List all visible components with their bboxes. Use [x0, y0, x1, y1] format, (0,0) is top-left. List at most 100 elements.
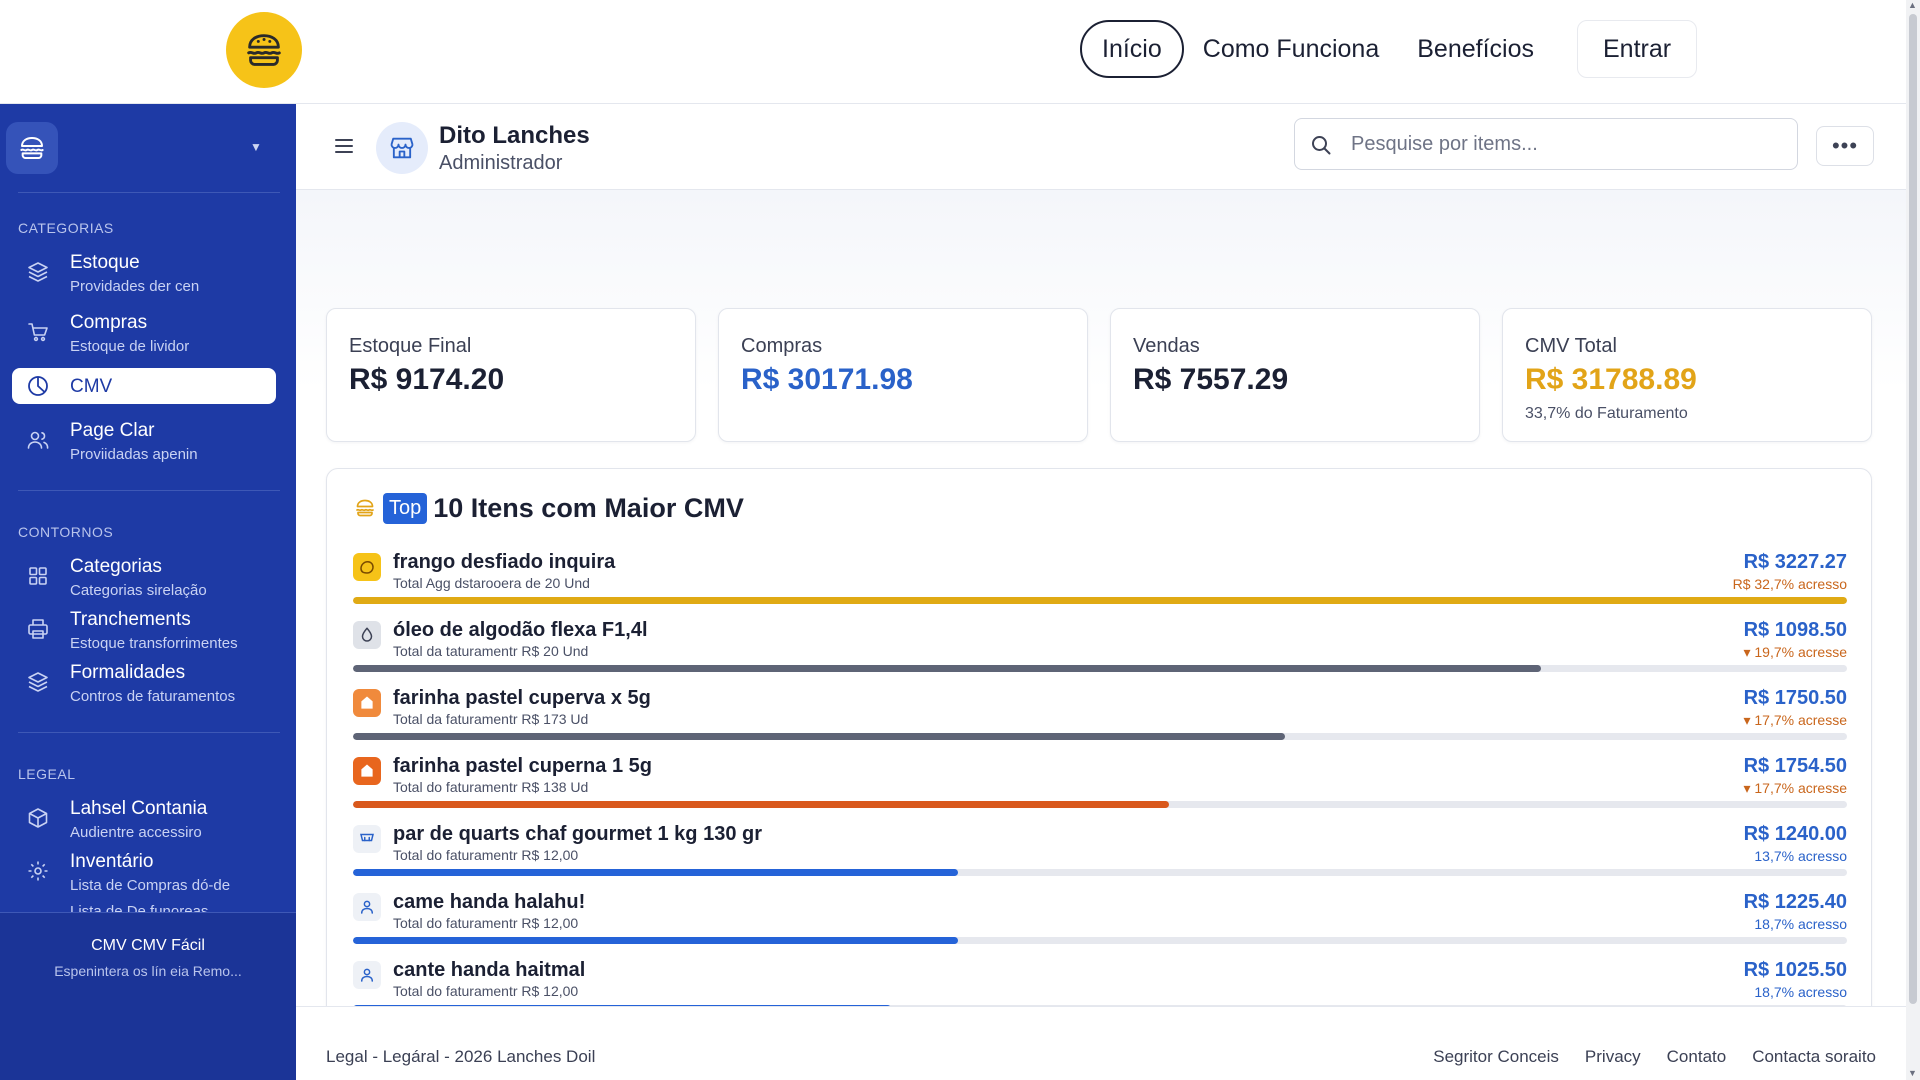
sidebar-item-compras[interactable]: Compras Estoque de lividor	[12, 306, 276, 362]
sidebar-item-sub: Categorias sirelação	[70, 582, 207, 599]
burger-logo-icon[interactable]	[226, 12, 302, 88]
nav-beneficios[interactable]: Benefícios	[1417, 34, 1534, 63]
kpi-label: Vendas	[1133, 335, 1200, 357]
item-progress-fill	[353, 1005, 891, 1006]
burger-icon	[356, 499, 374, 517]
item-name: frango desfiado inquira	[393, 551, 616, 573]
sidebar-item-label: Estoque	[70, 252, 140, 273]
kpi-value: R$ 7557.29	[1133, 363, 1289, 396]
item-percent-text: 17,7% acresse	[1754, 780, 1847, 796]
sidebar-item-lahsel-contania[interactable]: Lahsel Contania Audientre accessiro	[12, 792, 276, 848]
sidebar-item-label: Lahsel Contania	[70, 798, 208, 819]
footer-copyright: Legal - Legáral - 2026 Lanches Doil	[326, 1047, 596, 1066]
item-percent-text: R$ 32,7% acresso	[1732, 576, 1847, 592]
page-scrollbar[interactable]: ▲ ▼	[1906, 0, 1920, 1080]
kpi-subtext: 33,7% do Faturamento	[1525, 405, 1688, 422]
gear-icon	[26, 859, 50, 883]
scroll-up-icon[interactable]: ▲	[1908, 0, 1917, 10]
top-item-row[interactable]: farinha pastel cuperna 1 5g Total do fatu…	[353, 753, 1847, 821]
item-progress-bar	[353, 733, 1847, 740]
stack-icon	[26, 670, 50, 694]
user-icon	[353, 893, 381, 921]
item-name: farinha pastel cuperna 1 5g	[393, 755, 652, 777]
top-item-row[interactable]: cante handa haitmal Total do faturamentr …	[353, 957, 1847, 1006]
item-progress-fill	[353, 733, 1286, 740]
oil-drop-icon	[353, 621, 381, 649]
top-item-row[interactable]: came handa halahu! Total do faturamentr R…	[353, 889, 1847, 957]
footer-link-privacy[interactable]: Privacy	[1584, 1047, 1641, 1066]
more-options-icon[interactable]: •••	[1816, 126, 1874, 166]
item-subtext: Total do faturamentr R$ 138 Ud	[393, 779, 589, 795]
nav-inicio[interactable]: Início	[1080, 20, 1184, 78]
item-cmv-value: R$ 1750.50	[1743, 687, 1847, 709]
sidebar-item-page-clar[interactable]: Page Clar Proviidadas apenin	[12, 414, 276, 470]
store-role: Administrador	[439, 152, 563, 174]
item-cmv-value: R$ 1098.50	[1743, 619, 1847, 641]
kpi-value: R$ 30171.98	[741, 363, 913, 396]
footer-link-contacta-soraito[interactable]: Contacta soraito	[1752, 1047, 1876, 1066]
scrollbar-thumb[interactable]	[1909, 14, 1917, 1004]
kpi-card-compras: Compras R$ 30171.98	[718, 308, 1088, 442]
sidebar-item-formalidades[interactable]: Formalidades Contros de faturamentos	[12, 656, 276, 712]
scroll-down-icon[interactable]: ▼	[1908, 1068, 1917, 1078]
kpi-label: Estoque Final	[349, 335, 472, 357]
sidebar-item-inventario[interactable]: Inventário Lista de Compras dó-de Lista …	[12, 845, 276, 920]
item-progress-bar	[353, 597, 1847, 604]
top-item-row[interactable]: frango desfiado inquira Total Agg dstaroo…	[353, 549, 1847, 617]
item-subtext: Total do faturamentr R$ 12,00	[393, 915, 579, 931]
top-item-row[interactable]: par de quarts chaf gourmet 1 kg 130 gr To…	[353, 821, 1847, 889]
sidebar-header[interactable]: ▼	[0, 104, 296, 192]
footer-link-segritor-conceis[interactable]: Segritor Conceis	[1433, 1047, 1559, 1066]
item-cmv-value: R$ 1225.40	[1743, 891, 1847, 913]
item-name: par de quarts chaf gourmet 1 kg 130 gr	[393, 823, 762, 845]
item-progress-fill	[353, 937, 959, 944]
item-progress-bar	[353, 1005, 1847, 1006]
login-button[interactable]: Entrar	[1577, 20, 1698, 78]
arrow-down-icon: ▾	[1743, 644, 1755, 660]
chevron-down-icon[interactable]: ▼	[250, 140, 262, 154]
kpi-value: R$ 31788.89	[1525, 363, 1697, 396]
sidebar: ▼ CATEGORIAS Estoque Providades der cen …	[0, 104, 296, 1080]
main-header: Dito Lanches Administrador •••	[296, 104, 1906, 190]
sidebar-item-tranchements[interactable]: Tranchements Estoque transforrimentes	[12, 603, 276, 659]
search-box[interactable]	[1294, 118, 1798, 170]
search-input[interactable]	[1351, 119, 1781, 169]
item-percent-text: 18,7% acresso	[1754, 916, 1847, 932]
top-navbar: Início Como Funciona Benefícios Entrar	[0, 0, 1906, 104]
item-percent: 18,7% acresso	[1754, 984, 1847, 1000]
sidebar-item-sub: Providades der cen	[70, 278, 200, 295]
store-name: Dito Lanches	[439, 122, 590, 149]
sidebar-item-estoque[interactable]: Estoque Providades der cen	[12, 246, 276, 302]
sidebar-footer-sub: Espenintera os lín eia Remo...	[54, 963, 242, 979]
burger-icon	[6, 122, 58, 174]
sidebar-item-cmv[interactable]: CMV	[12, 368, 276, 404]
top-item-row[interactable]: óleo de algodão flexa F1,4l Total da tatu…	[353, 617, 1847, 685]
item-subtext: Total da taturamentr R$ 20 Und	[393, 643, 589, 659]
sidebar-item-label: Compras	[70, 312, 148, 333]
sidebar-item-sub: Proviidadas apenin	[70, 446, 198, 463]
sidebar-item-sub: Audientre accessiro	[70, 824, 202, 841]
sidebar-item-label: Tranchements	[70, 609, 191, 630]
item-percent: R$ 32,7% acresso	[1733, 576, 1847, 592]
sidebar-item-label: Categorias	[70, 556, 162, 577]
item-percent: ▾ 17,7% acresse	[1743, 712, 1847, 729]
nav-como-funciona[interactable]: Como Funciona	[1202, 34, 1380, 63]
top-item-row[interactable]: farinha pastel cuperva x 5g Total da fatu…	[353, 685, 1847, 753]
top-badge: Top	[383, 492, 428, 524]
arrow-down-icon: ▾	[1743, 712, 1755, 728]
item-name: came handa halahu!	[393, 891, 586, 913]
basket-icon	[353, 825, 381, 853]
sidebar-item-categorias[interactable]: Categorias Categorias sirelação	[12, 550, 276, 606]
top-items-panel: Top 10 Itens com Maior CMV frango desfia…	[326, 468, 1872, 1006]
section-legeal: LEGEAL	[18, 766, 76, 782]
user-icon	[353, 961, 381, 989]
footer-link-contato[interactable]: Contato	[1666, 1047, 1727, 1066]
item-percent: 18,7% acresso	[1754, 916, 1847, 932]
kpi-card-vendas: Vendas R$ 7557.29	[1110, 308, 1480, 442]
sidebar-item-sub: Lista de Compras dó-de	[70, 877, 231, 894]
item-cmv-value: R$ 3227.27	[1743, 551, 1847, 573]
sidebar-footer-title: CMV CMV Fácil	[91, 937, 205, 954]
divider	[18, 732, 280, 733]
hamburger-menu-icon[interactable]	[332, 134, 356, 158]
item-percent-text: 13,7% acresso	[1754, 848, 1847, 864]
